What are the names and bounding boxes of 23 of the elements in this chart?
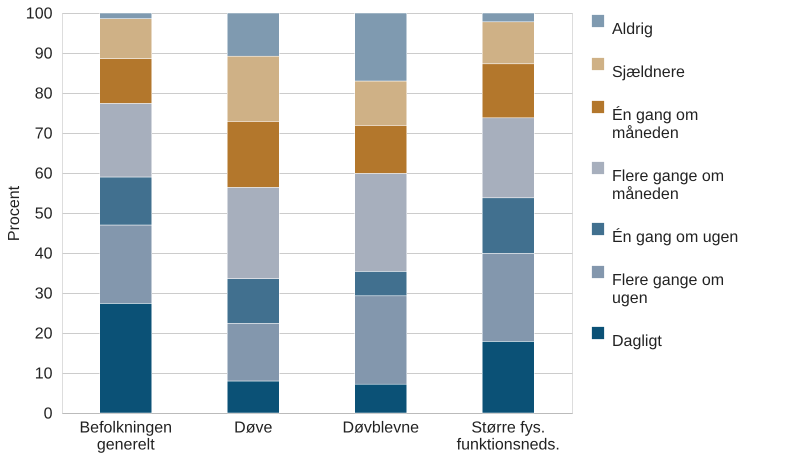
y-tick-label: 30 <box>34 286 53 302</box>
y-axis-title: Procent <box>6 185 23 242</box>
y-tick-label: 60 <box>34 166 53 182</box>
legend-label: Flere gange om ugen <box>612 272 724 307</box>
legend-label: Én gang om ugen <box>612 228 738 246</box>
legend-label: Sjældnere <box>612 64 686 81</box>
x-tick-label: Større fys. funktionsneds. <box>456 420 560 454</box>
y-tick-label: 100 <box>26 6 53 22</box>
legend-label: Aldrig <box>612 21 653 38</box>
y-tick-label: 70 <box>34 126 53 142</box>
y-tick-label: 40 <box>34 246 53 262</box>
x-tick-label: Befolkningen generelt <box>79 420 172 454</box>
legend-label: Flere gange om måneden <box>612 168 724 203</box>
y-tick-label: 80 <box>34 86 53 102</box>
legend-label: Dagligt <box>612 333 662 350</box>
y-tick-label: 20 <box>34 326 53 342</box>
x-tick-label: Døve <box>234 420 272 436</box>
y-tick-label: 10 <box>34 366 53 382</box>
legend-label: Én gang om måneden <box>612 106 698 142</box>
x-tick-label: Døvblevne <box>342 420 420 436</box>
y-tick-label: 90 <box>34 46 53 62</box>
y-tick-label: 0 <box>44 406 53 422</box>
y-tick-label: 50 <box>34 206 53 222</box>
